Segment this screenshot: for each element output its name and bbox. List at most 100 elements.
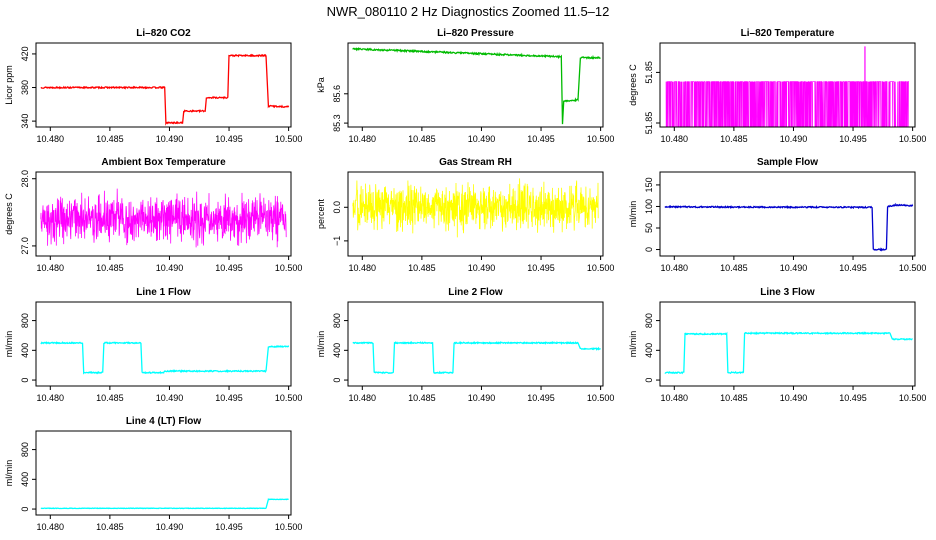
- x-tick-label: 10.495: [839, 263, 867, 273]
- y-axis-label: Licor ppm: [4, 65, 14, 105]
- y-tick-label: 800: [20, 442, 30, 457]
- x-tick-label: 10.480: [661, 393, 689, 403]
- y-axis-label: ml/min: [4, 460, 14, 487]
- chart-line-1-flow: Line 1 Flow 10.480 10.485 10.490 10.495 10.50…: [4, 287, 302, 403]
- y-axis-label: kPa: [316, 77, 326, 93]
- x-tick-label: 10.495: [527, 263, 555, 273]
- x-tick-label: 10.490: [156, 393, 184, 403]
- y-axis-label: ml/min: [4, 331, 14, 358]
- y-tick-label: 50: [644, 223, 654, 233]
- x-tick-label: 10.495: [215, 134, 243, 144]
- y-axis-label: percent: [316, 198, 326, 229]
- chart-line-4-lt-flow: Line 4 (LT) Flow 10.480 10.485 10.490 10.495…: [4, 416, 302, 532]
- x-tick-label: 10.495: [839, 134, 867, 144]
- x-tick-label: 10.500: [587, 263, 615, 273]
- series-line: [40, 498, 289, 510]
- chart-title: Li–820 Temperature: [741, 28, 835, 39]
- x-tick-label: 10.490: [468, 393, 496, 403]
- x-tick-label: 10.485: [408, 393, 436, 403]
- chart-pressure: Li–820 Pressure 10.480 10.485 10.490 10.495 1…: [316, 28, 614, 144]
- x-tick-label: 10.485: [96, 263, 124, 273]
- chart-temperature: Li–820 Temperature 10.480 10.485 10.490 10.4…: [628, 28, 926, 144]
- y-tick-label: 0.0: [332, 201, 342, 214]
- series-line: [664, 331, 913, 375]
- x-tick-label: 10.480: [349, 263, 377, 273]
- chart-title: Line 3 Flow: [760, 287, 815, 298]
- y-tick-label: 340: [20, 114, 30, 129]
- y-tick-label: 400: [20, 343, 30, 358]
- plot-frame: [35, 171, 292, 257]
- series-line: [40, 188, 287, 248]
- plot-frame: [347, 171, 604, 257]
- y-tick-label: 27.0: [20, 237, 30, 255]
- series-line: [665, 81, 909, 128]
- x-tick-label: 10.485: [408, 263, 436, 273]
- chart-title: Li–820 CO2: [136, 28, 191, 39]
- x-tick-label: 10.500: [275, 263, 303, 273]
- series-line: [40, 53, 290, 126]
- x-tick-label: 10.495: [215, 263, 243, 273]
- plot-frame: [35, 42, 292, 128]
- x-tick-label: 10.485: [96, 522, 124, 532]
- x-tick-label: 10.495: [839, 393, 867, 403]
- y-tick-label: 400: [20, 472, 30, 487]
- x-tick-label: 10.500: [587, 134, 615, 144]
- x-tick-label: 10.500: [899, 134, 927, 144]
- x-tick-label: 10.490: [156, 263, 184, 273]
- chart-title: Line 2 Flow: [448, 287, 503, 298]
- chart-co2: Li–820 CO2 10.480 10.485 10.490 10.495 10.500…: [4, 28, 302, 144]
- x-tick-label: 10.500: [275, 134, 303, 144]
- chart-gas-stream-rh: Gas Stream RH 10.480 10.485 10.490 10.495 10.…: [316, 157, 614, 273]
- series-line: [352, 340, 601, 375]
- y-axis-label: degrees C: [4, 193, 14, 235]
- y-tick-label: 0: [644, 247, 654, 252]
- chart-line-3-flow: Line 3 Flow 10.480 10.485 10.490 10.495 10.50…: [628, 287, 926, 403]
- chart-title: Line 4 (LT) Flow: [126, 416, 202, 427]
- y-tick-label: 85.6: [332, 85, 342, 103]
- chart-title: Sample Flow: [757, 157, 818, 168]
- x-tick-label: 10.500: [899, 263, 927, 273]
- y-tick-label: 150: [644, 177, 654, 192]
- chart-ambient-box-temperature: Ambient Box Temperature 10.480 10.485 10.49…: [4, 157, 302, 273]
- plot-frame: [659, 301, 916, 387]
- x-tick-label: 10.500: [587, 393, 615, 403]
- x-tick-label: 10.490: [780, 393, 808, 403]
- y-tick-label: 28.0: [20, 170, 30, 188]
- y-tick-label: 0: [20, 507, 30, 512]
- x-tick-label: 10.490: [156, 522, 184, 532]
- x-tick-label: 10.485: [720, 134, 748, 144]
- chart-title: Gas Stream RH: [439, 157, 512, 168]
- x-tick-label: 10.485: [720, 393, 748, 403]
- x-tick-label: 10.495: [215, 522, 243, 532]
- y-tick-label: 51.85: [644, 61, 654, 84]
- x-tick-label: 10.480: [37, 134, 65, 144]
- x-tick-label: 10.480: [37, 522, 65, 532]
- y-tick-label: 85.3: [332, 114, 342, 132]
- y-tick-label: 0: [332, 378, 342, 383]
- x-tick-label: 10.485: [96, 134, 124, 144]
- chart-sample-flow: Sample Flow 10.480 10.485 10.490 10.495 10.50…: [628, 157, 926, 273]
- x-tick-label: 10.490: [468, 263, 496, 273]
- y-tick-label: 420: [20, 46, 30, 61]
- x-tick-label: 10.480: [37, 393, 65, 403]
- y-tick-label: 100: [644, 199, 654, 214]
- series-line: [40, 341, 290, 375]
- x-tick-label: 10.495: [527, 393, 555, 403]
- plot-frame: [347, 301, 604, 387]
- x-tick-label: 10.500: [899, 393, 927, 403]
- x-tick-label: 10.485: [720, 263, 748, 273]
- plot-frame: [347, 42, 604, 128]
- plot-frame: [35, 430, 292, 516]
- x-tick-label: 10.485: [408, 134, 436, 144]
- chart-title: Line 1 Flow: [136, 287, 191, 298]
- plot-frame: [659, 171, 916, 257]
- x-tick-label: 10.495: [527, 134, 555, 144]
- x-tick-label: 10.490: [780, 263, 808, 273]
- x-tick-label: 10.480: [661, 263, 689, 273]
- x-tick-label: 10.495: [215, 393, 243, 403]
- chart-title: Ambient Box Temperature: [101, 157, 226, 168]
- x-tick-label: 10.485: [96, 393, 124, 403]
- x-tick-label: 10.500: [275, 522, 303, 532]
- y-tick-label: 51.85: [644, 112, 654, 135]
